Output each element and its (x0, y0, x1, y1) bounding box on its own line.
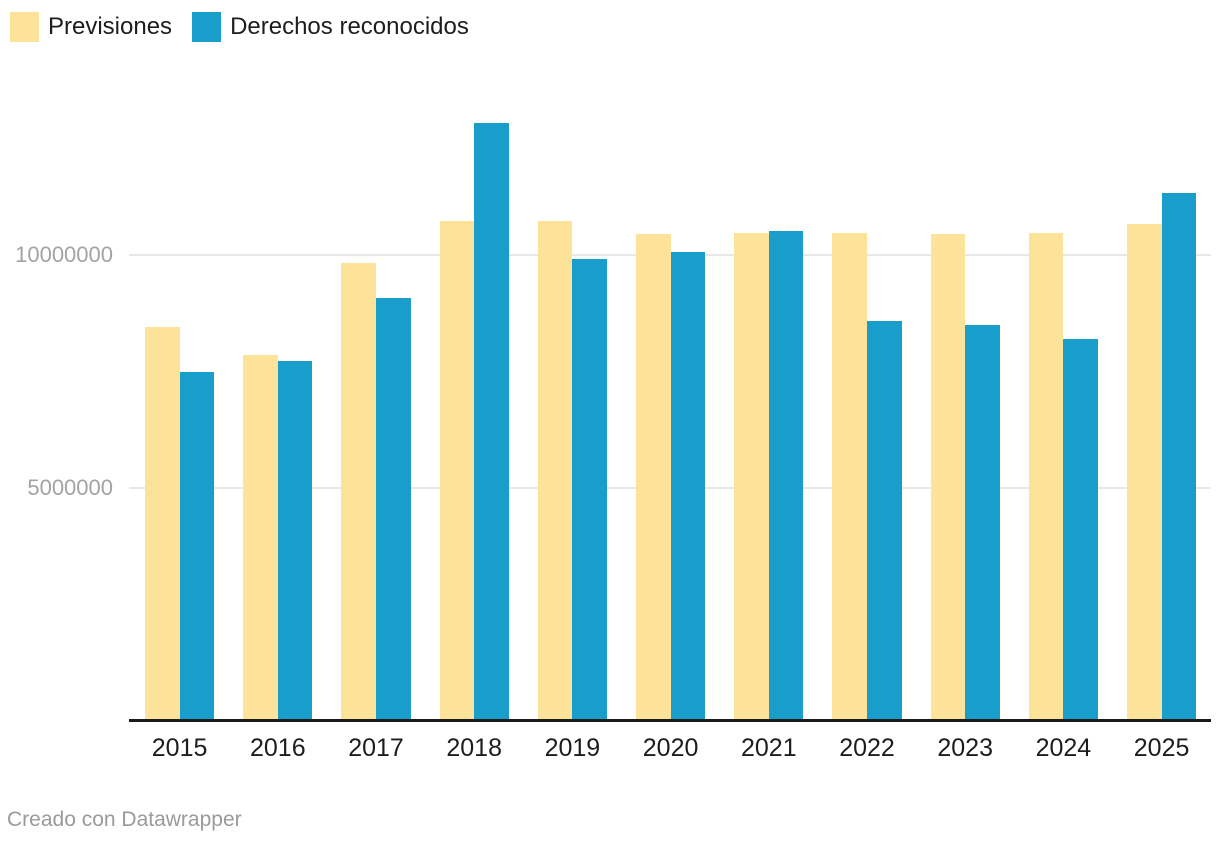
legend-swatch-derechos (192, 12, 222, 42)
bar-previsiones-2019 (537, 221, 573, 720)
legend-item-previsiones: Previsiones (10, 12, 172, 42)
bar-derechos-2021 (768, 230, 804, 720)
bar-previsiones-2024 (1028, 233, 1064, 720)
bar-previsiones-2015 (145, 327, 180, 720)
bar-previsiones-2021 (734, 233, 769, 720)
bar-previsiones-2016 (243, 354, 278, 720)
bar-previsiones-2020 (636, 234, 671, 720)
x-tick-2022: 2022 (839, 734, 895, 762)
bar-derechos-2022 (867, 321, 902, 720)
legend-label-previsiones: Previsiones (48, 13, 173, 40)
legend: Previsiones Derechos reconocidos (10, 12, 469, 42)
legend-label-derechos: Derechos reconocidos (230, 13, 469, 40)
y-tick-10000000: 10000000 (15, 242, 113, 267)
credit-line: Creado con Datawrapper (7, 808, 242, 831)
x-tick-2017: 2017 (348, 734, 404, 762)
x-tick-2025: 2025 (1133, 734, 1190, 762)
x-tick-2018: 2018 (446, 734, 502, 762)
x-tick-2024: 2024 (1035, 734, 1092, 762)
bar-derechos-2019 (572, 259, 607, 720)
x-tick-2015: 2015 (151, 734, 208, 762)
x-axis-line (129, 719, 1211, 722)
bar-derechos-2023 (965, 325, 1000, 720)
x-tick-2020: 2020 (642, 734, 699, 762)
x-tick-2023: 2023 (937, 734, 993, 762)
bar-derechos-2020 (670, 252, 706, 720)
bar-previsiones-2018 (439, 221, 475, 720)
x-tick-2016: 2016 (249, 734, 306, 762)
bar-previsiones-2022 (832, 233, 867, 720)
bar-derechos-2024 (1063, 339, 1098, 720)
bar-previsiones-2025 (1127, 223, 1162, 720)
bar-derechos-2018 (474, 122, 509, 720)
bar-previsiones-2017 (341, 262, 376, 720)
legend-item-derechos: Derechos reconocidos (192, 12, 469, 42)
bar-derechos-2016 (277, 360, 313, 720)
bar-derechos-2015 (179, 372, 215, 720)
x-tick-2021: 2021 (740, 734, 797, 762)
bar-derechos-2017 (376, 297, 411, 720)
x-tick-2019: 2019 (544, 734, 601, 762)
bar-derechos-2025 (1161, 193, 1197, 720)
legend-swatch-previsiones (10, 12, 39, 42)
bar-previsiones-2023 (930, 234, 966, 720)
y-tick-5000000: 5000000 (27, 474, 113, 500)
